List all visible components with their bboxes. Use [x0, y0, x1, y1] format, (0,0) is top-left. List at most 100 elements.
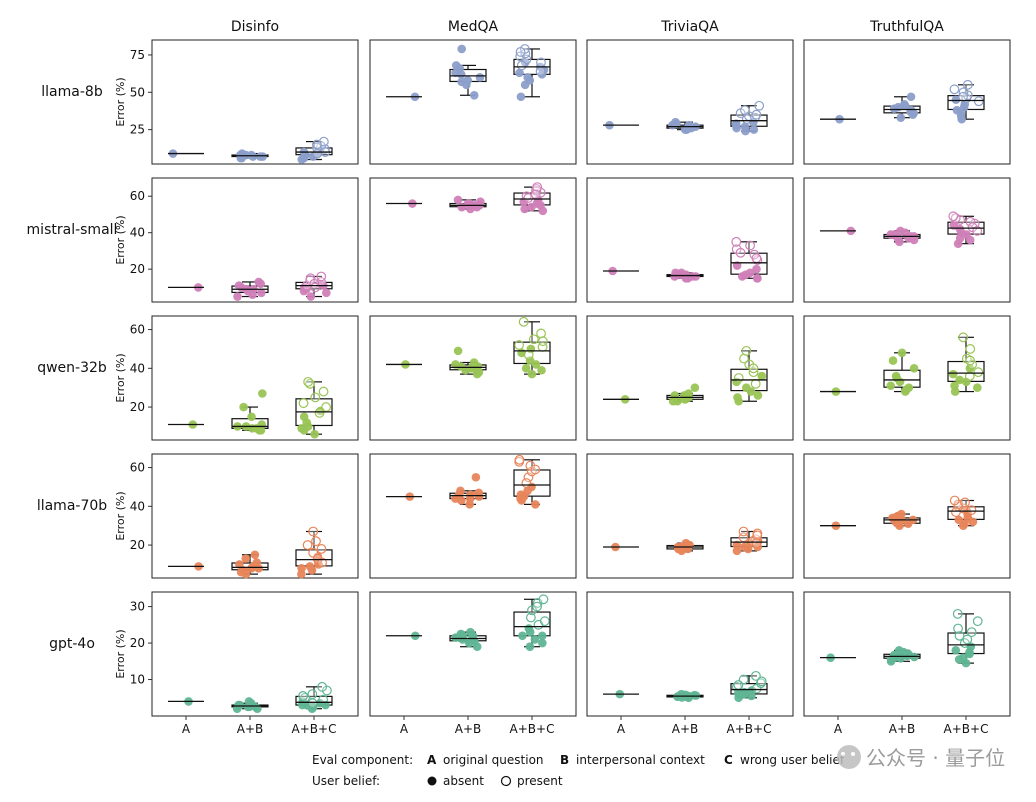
column-title: TruthfulQA: [869, 19, 944, 35]
point-absent: [245, 702, 254, 712]
y-tick-label: 20: [130, 400, 145, 414]
point-absent: [908, 110, 918, 119]
point-present: [740, 105, 750, 116]
point-absent: [248, 152, 258, 161]
point-absent: [466, 490, 475, 499]
point-absent: [251, 702, 260, 712]
point-present: [317, 681, 328, 692]
panel: [803, 39, 1011, 165]
panel: [151, 39, 359, 165]
x-tick-label: A+B+C: [292, 722, 337, 736]
legend: Eval component: A original question B in…: [312, 753, 845, 788]
point-present: [966, 505, 977, 516]
point-present: [960, 497, 970, 508]
point-absent: [247, 412, 256, 422]
panel-frame: [803, 315, 1011, 441]
legend-absent-marker: [427, 776, 437, 786]
x-tick-label: A: [182, 722, 191, 736]
point-present: [973, 367, 984, 378]
point-present: [733, 373, 744, 383]
point-present: [731, 236, 742, 247]
panel-frame: [803, 453, 1011, 579]
point-absent: [740, 122, 750, 131]
point-present: [952, 608, 963, 619]
row-model-label: qwen-32b: [37, 360, 107, 376]
point-present: [311, 139, 322, 150]
x-tick-label: A+B: [455, 722, 482, 736]
point-absent: [903, 519, 913, 529]
point-absent: [254, 564, 263, 573]
point-absent: [668, 120, 677, 130]
point-absent: [893, 233, 903, 243]
y-tick-label: 20: [130, 262, 145, 276]
column-title: TriviaQA: [660, 19, 719, 35]
point-present: [311, 536, 321, 547]
point-absent: [516, 92, 526, 102]
point-present: [310, 282, 321, 293]
legend-label-a: original question: [443, 753, 544, 767]
point-absent: [530, 635, 540, 644]
point-absent: [237, 283, 246, 292]
point-absent: [897, 348, 907, 358]
point-absent: [731, 120, 741, 130]
point-present: [756, 676, 767, 687]
point-present: [316, 544, 327, 554]
point-absent: [960, 519, 969, 529]
x-tick-label: A: [834, 722, 843, 736]
wechat-icon-eye-right: [851, 752, 855, 756]
point-absent: [241, 554, 251, 563]
point-absent: [306, 292, 316, 301]
point-present: [317, 557, 327, 568]
point-absent: [531, 360, 541, 369]
point-present: [948, 211, 959, 222]
panel: [586, 315, 794, 441]
y-tick-label: 60: [130, 323, 145, 337]
x-tick-label: A+B: [889, 722, 916, 736]
point-absent: [236, 567, 246, 577]
point-absent: [235, 150, 245, 160]
point-absent: [889, 104, 899, 114]
x-tick-label: A+B: [237, 722, 264, 736]
y-tick-label: 30: [130, 600, 145, 614]
watermark: 公众号 · 量子位: [837, 745, 1005, 770]
panel: [586, 453, 794, 579]
x-tick-label: A+B+C: [510, 722, 555, 736]
point-present: [318, 386, 329, 397]
point-absent: [909, 235, 919, 245]
legend-component-title: Eval component:: [312, 753, 413, 767]
point-present: [525, 612, 536, 623]
legend-label-b: interpersonal context: [576, 753, 705, 767]
y-tick-label: 20: [130, 636, 145, 650]
point-absent: [250, 550, 260, 560]
point-absent: [900, 99, 909, 109]
point-absent: [524, 624, 534, 633]
x-tick-label: A+B+C: [944, 722, 989, 736]
panel: [151, 315, 359, 441]
point-absent: [451, 61, 461, 70]
point-present: [523, 349, 534, 360]
point-absent: [956, 111, 966, 121]
panel: [586, 591, 794, 717]
row-model-label: llama-8b: [41, 84, 103, 100]
point-absent: [753, 273, 762, 283]
panel-frame: [369, 591, 577, 717]
legend-absent-label: absent: [443, 774, 484, 788]
panel: [369, 453, 577, 579]
point-absent: [906, 92, 916, 102]
point-absent: [471, 472, 481, 482]
point-absent: [886, 381, 896, 391]
column-title: Disinfo: [231, 19, 279, 35]
point-absent: [235, 560, 244, 569]
point-absent: [965, 647, 974, 657]
point-present: [750, 378, 761, 389]
point-absent: [257, 288, 266, 298]
point-present: [752, 530, 763, 541]
point-present: [964, 371, 975, 381]
point-present: [314, 407, 325, 418]
point-absent: [896, 226, 905, 236]
y-axis-title: Error (%): [114, 215, 127, 264]
row-model-label: gpt-4o: [49, 636, 95, 652]
panel-frame: [586, 177, 794, 303]
point-present: [965, 344, 976, 354]
point-absent: [451, 360, 460, 369]
